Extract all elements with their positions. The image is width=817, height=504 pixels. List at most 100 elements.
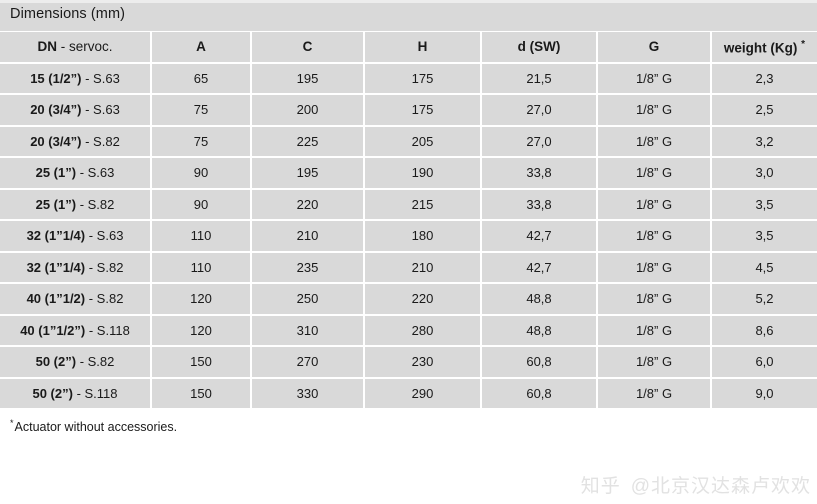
cell-g: 1/8” G (598, 221, 712, 253)
table-body: 15 (1/2”) - S.63 65 195 175 21,5 1/8” G 2,3 20 … (0, 63, 817, 410)
column-header-weight-label: weight (Kg) (723, 40, 802, 55)
cell-weight: 2,5 (712, 95, 817, 127)
cell-g: 1/8” G (598, 189, 712, 221)
cell-weight: 4,5 (712, 252, 817, 284)
cell-c: 330 (252, 378, 365, 410)
cell-dn-size: 50 (2”) (32, 385, 73, 401)
cell-weight: 3,0 (712, 158, 817, 190)
cell-dn: 50 (2”) - S.82 (0, 347, 152, 379)
column-header-dn: DN - servoc. (0, 32, 152, 64)
cell-d: 48,8 (482, 284, 598, 316)
cell-dn: 25 (1”) - S.63 (0, 158, 152, 190)
cell-weight: 2,3 (712, 63, 817, 95)
table-row: 25 (1”) - S.63 90 195 190 33,8 1/8” G 3,0 (0, 158, 817, 190)
table-row: 50 (2”) - S.118 150 330 290 60,8 1/8” G 9,0 (0, 378, 817, 410)
cell-dn-size: 40 (1”1/2) (26, 291, 86, 307)
cell-h: 290 (365, 378, 482, 410)
column-header-dn-bold: DN (37, 39, 57, 55)
page-title: Dimensions (mm) (10, 6, 126, 22)
cell-dn-size: 32 (1”1/4) (26, 228, 86, 244)
cell-c: 270 (252, 347, 365, 379)
cell-dn-size: 20 (3/4”) (30, 102, 82, 118)
cell-a: 90 (152, 158, 252, 190)
cell-d: 27,0 (482, 126, 598, 158)
cell-dn-servoc: - S.63 (81, 102, 120, 118)
cell-dn: 32 (1”1/4) - S.82 (0, 252, 152, 284)
cell-c: 235 (252, 252, 365, 284)
cell-a: 110 (152, 252, 252, 284)
cell-a: 90 (152, 189, 252, 221)
cell-h: 230 (365, 347, 482, 379)
table-row: 20 (3/4”) - S.82 75 225 205 27,0 1/8” G 3,2 (0, 126, 817, 158)
table-header-row: DN - servoc. A C H d (SW) G weight (Kg) … (0, 32, 817, 64)
cell-g: 1/8” G (598, 378, 712, 410)
footnote-marker-icon: * (801, 38, 806, 50)
cell-dn-servoc: - S.118 (72, 385, 118, 401)
cell-dn: 20 (3/4”) - S.63 (0, 95, 152, 127)
cell-g: 1/8” G (598, 95, 712, 127)
cell-d: 48,8 (482, 315, 598, 347)
cell-g: 1/8” G (598, 315, 712, 347)
cell-a: 150 (152, 378, 252, 410)
footnote: *Actuator without accessories. (10, 418, 177, 434)
cell-a: 150 (152, 347, 252, 379)
cell-dn-size: 25 (1”) (35, 196, 77, 212)
footnote-star-icon: * (10, 418, 14, 428)
cell-dn: 40 (1”1/2”) - S.118 (0, 315, 152, 347)
table-row: 40 (1”1/2”) - S.118 120 310 280 48,8 1/8” G 8,… (0, 315, 817, 347)
cell-h: 190 (365, 158, 482, 190)
cell-h: 180 (365, 221, 482, 253)
cell-h: 210 (365, 252, 482, 284)
cell-c: 200 (252, 95, 365, 127)
cell-dn-size: 25 (1”) (35, 165, 77, 181)
cell-d: 60,8 (482, 378, 598, 410)
table-title-band: Dimensions (mm) (0, 0, 817, 31)
table-row: 20 (3/4”) - S.63 75 200 175 27,0 1/8” G 2,5 (0, 95, 817, 127)
cell-dn-servoc: - S.63 (85, 228, 124, 244)
cell-c: 195 (252, 63, 365, 95)
cell-g: 1/8” G (598, 158, 712, 190)
column-header-g: G (598, 32, 712, 64)
cell-g: 1/8” G (598, 284, 712, 316)
cell-weight: 5,2 (712, 284, 817, 316)
cell-c: 210 (252, 221, 365, 253)
cell-dn-servoc: - S.63 (76, 165, 115, 181)
cell-a: 110 (152, 221, 252, 253)
cell-c: 250 (252, 284, 365, 316)
cell-a: 120 (152, 284, 252, 316)
cell-dn-servoc: - S.82 (85, 291, 124, 307)
cell-h: 175 (365, 95, 482, 127)
cell-dn-servoc: - S.63 (81, 70, 120, 86)
title-top-hairline (0, 0, 817, 3)
table-row: 32 (1”1/4) - S.82 110 235 210 42,7 1/8” G 4,5 (0, 252, 817, 284)
table-row: 32 (1”1/4) - S.63 110 210 180 42,7 1/8” G 3,5 (0, 221, 817, 253)
cell-c: 310 (252, 315, 365, 347)
column-header-a: A (152, 32, 252, 64)
cell-weight: 3,5 (712, 189, 817, 221)
column-header-dn-rest: - servoc. (56, 39, 113, 55)
cell-d: 21,5 (482, 63, 598, 95)
cell-dn-servoc: - S.82 (81, 133, 120, 149)
cell-g: 1/8” G (598, 63, 712, 95)
cell-c: 225 (252, 126, 365, 158)
column-header-h: H (365, 32, 482, 64)
cell-d: 33,8 (482, 189, 598, 221)
watermark-handle: @北京汉达森卢欢欢 (630, 476, 811, 497)
column-header-d-sw: d (SW) (482, 32, 598, 64)
cell-dn-size: 32 (1”1/4) (26, 259, 86, 275)
cell-dn: 32 (1”1/4) - S.63 (0, 221, 152, 253)
cell-weight: 3,2 (712, 126, 817, 158)
cell-dn: 20 (3/4”) - S.82 (0, 126, 152, 158)
cell-weight: 3,5 (712, 221, 817, 253)
watermark: 知乎 @北京汉达森卢欢欢 (581, 471, 811, 498)
cell-dn-servoc: - S.82 (76, 354, 115, 370)
cell-g: 1/8” G (598, 126, 712, 158)
cell-weight: 8,6 (712, 315, 817, 347)
cell-dn-size: 20 (3/4”) (30, 133, 82, 149)
cell-g: 1/8” G (598, 347, 712, 379)
cell-c: 220 (252, 189, 365, 221)
cell-d: 42,7 (482, 221, 598, 253)
cell-dn: 25 (1”) - S.82 (0, 189, 152, 221)
cell-h: 220 (365, 284, 482, 316)
